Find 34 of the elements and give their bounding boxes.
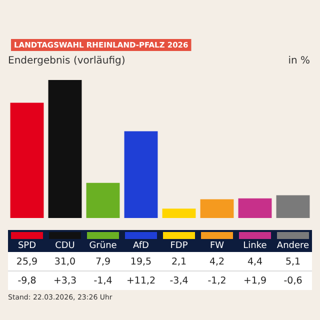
- data-label: 4,4: [247, 256, 263, 268]
- bar: [86, 182, 120, 218]
- x-tick-label: FW: [210, 241, 224, 251]
- data-label: 5,1: [285, 256, 301, 268]
- bar: [124, 131, 158, 218]
- data-label: 25,9: [16, 256, 38, 268]
- text: +11,2: [126, 276, 156, 286]
- x-tick-label: Linke: [243, 241, 268, 251]
- bar: [200, 199, 234, 218]
- text: +1,9: [243, 276, 267, 286]
- text: +3,3: [53, 276, 77, 286]
- y-axis-title: in %: [288, 56, 310, 66]
- data-label: 19,5: [130, 256, 152, 268]
- bar: [162, 208, 196, 218]
- x-tick-label: Grüne: [89, 241, 118, 251]
- text: -1,2: [208, 276, 226, 286]
- bar: [48, 80, 82, 218]
- data-label: 2,1: [171, 256, 187, 268]
- x-tick-label: Andere: [276, 241, 310, 251]
- bar: [276, 195, 310, 218]
- x-tick-label: SPD: [18, 241, 36, 251]
- text: -1,4: [94, 276, 112, 286]
- bar: [10, 102, 44, 218]
- text: -0,6: [284, 276, 302, 286]
- data-label: 31,0: [54, 256, 76, 268]
- data-label: 7,9: [95, 256, 111, 268]
- x-tick-label: AfD: [133, 241, 150, 251]
- data-label: 4,2: [209, 256, 225, 268]
- x-tick-label: FDP: [170, 241, 188, 251]
- x-tick-label: CDU: [55, 241, 75, 251]
- chart-subtitle: Endergebnis (vorläufig): [8, 56, 126, 66]
- text: -9,8: [18, 276, 36, 286]
- text: -3,4: [170, 276, 188, 286]
- bar: [238, 198, 272, 218]
